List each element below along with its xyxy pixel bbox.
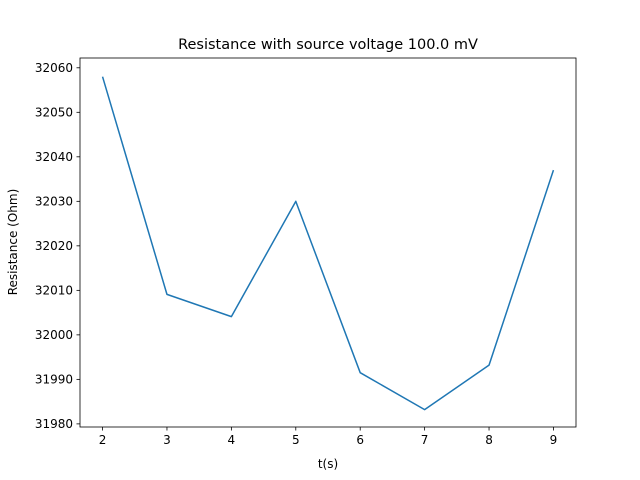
x-tick-label: 2 xyxy=(99,433,107,447)
x-tick-label: 5 xyxy=(292,433,300,447)
plot-frame xyxy=(79,57,577,428)
y-tick-label: 31980 xyxy=(35,417,73,431)
y-tick-label: 32060 xyxy=(35,61,73,75)
x-tick-label: 9 xyxy=(550,433,558,447)
plot-area: 2 3 4 5 6 7 8 9 31980 31990 32000 32010 32020 32030 32… xyxy=(35,57,577,447)
chart-title: Resistance with source voltage 100.0 mV xyxy=(178,37,478,53)
x-tick-label: 8 xyxy=(485,433,493,447)
x-tick-label: 7 xyxy=(421,433,429,447)
series-line-0 xyxy=(101,76,555,411)
y-tick-label: 32000 xyxy=(35,328,73,342)
y-tick-label: 32030 xyxy=(35,195,73,209)
y-tick-label: 32020 xyxy=(35,239,73,253)
x-tick-label: 4 xyxy=(228,433,236,447)
y-tick-label: 32010 xyxy=(35,284,73,298)
x-tick-label: 3 xyxy=(163,433,171,447)
y-tick-label: 32050 xyxy=(35,106,73,120)
x-axis-label: t(s) xyxy=(318,457,338,471)
y-tick-label: 32040 xyxy=(35,150,73,164)
x-tick-label: 6 xyxy=(356,433,364,447)
y-axis-label: Resistance (Ohm) xyxy=(6,189,20,296)
y-tick-label: 31990 xyxy=(35,373,73,387)
